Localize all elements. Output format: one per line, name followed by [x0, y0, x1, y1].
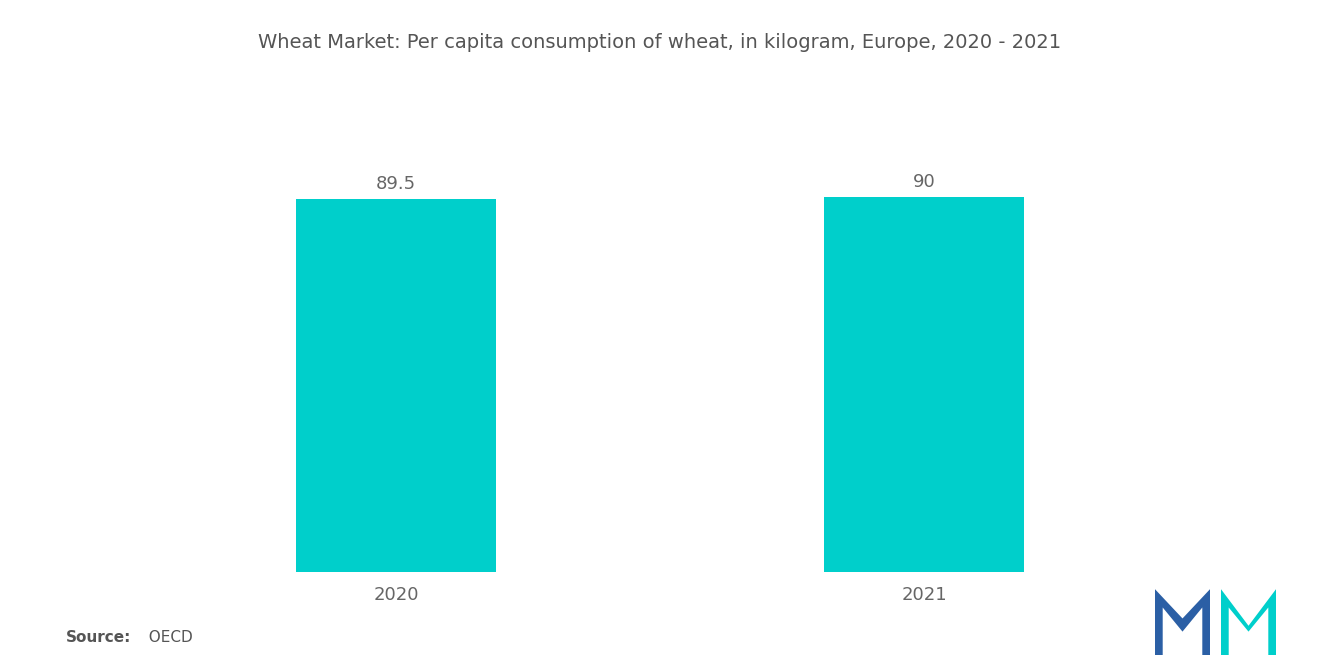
Text: Source:: Source: — [66, 630, 132, 645]
Polygon shape — [1221, 589, 1276, 655]
Polygon shape — [1229, 608, 1269, 655]
Bar — [824, 198, 1024, 572]
Polygon shape — [1163, 608, 1203, 655]
Text: OECD: OECD — [139, 630, 193, 645]
Text: 90: 90 — [912, 173, 936, 191]
Bar — [296, 200, 496, 572]
Text: 89.5: 89.5 — [376, 175, 416, 193]
Polygon shape — [1155, 589, 1210, 655]
Text: Wheat Market: Per capita consumption of wheat, in kilogram, Europe, 2020 - 2021: Wheat Market: Per capita consumption of … — [259, 33, 1061, 53]
